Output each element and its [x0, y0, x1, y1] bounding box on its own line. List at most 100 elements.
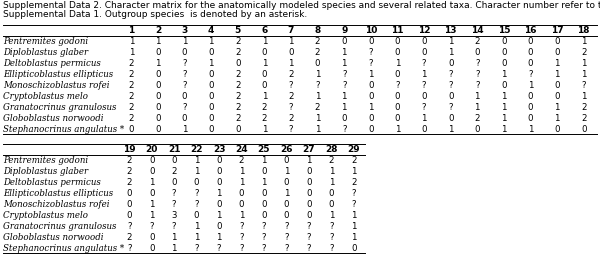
Text: 0: 0 [306, 178, 311, 187]
Text: 1: 1 [501, 70, 506, 79]
Text: 1: 1 [155, 59, 161, 68]
Text: 0: 0 [216, 156, 222, 165]
Text: 0: 0 [395, 70, 400, 79]
Text: 1: 1 [315, 92, 320, 101]
Text: ?: ? [284, 222, 289, 231]
Text: 0: 0 [395, 103, 400, 112]
Text: 0: 0 [182, 92, 187, 101]
Text: 0: 0 [341, 114, 347, 123]
Text: 10: 10 [365, 26, 377, 35]
Text: 1: 1 [475, 103, 480, 112]
Text: Globoblastus norwoodi: Globoblastus norwoodi [3, 233, 104, 242]
Text: 0: 0 [395, 114, 400, 123]
Text: Ellipticoblastus ellipticus: Ellipticoblastus ellipticus [3, 189, 113, 198]
Text: ?: ? [182, 81, 187, 90]
Text: 2: 2 [235, 114, 241, 123]
Text: 2: 2 [235, 37, 241, 46]
Text: 0: 0 [501, 37, 506, 46]
Text: 0: 0 [127, 200, 132, 209]
Text: Deltoblastus permicus: Deltoblastus permicus [3, 59, 101, 68]
Text: 0: 0 [528, 103, 533, 112]
Text: 0: 0 [284, 156, 289, 165]
Text: ?: ? [352, 189, 356, 198]
Text: 1: 1 [341, 59, 347, 68]
Text: ?: ? [307, 222, 311, 231]
Text: 0: 0 [216, 200, 222, 209]
Text: 0: 0 [208, 92, 214, 101]
Text: ?: ? [422, 81, 426, 90]
Text: 0: 0 [329, 200, 334, 209]
Text: ?: ? [307, 233, 311, 242]
Text: 26: 26 [280, 145, 293, 154]
Text: 1: 1 [128, 26, 134, 35]
Text: 2: 2 [288, 70, 294, 79]
Text: 0: 0 [208, 103, 214, 112]
Text: ?: ? [172, 222, 176, 231]
Text: 1: 1 [329, 167, 334, 176]
Text: 0: 0 [208, 70, 214, 79]
Text: ?: ? [172, 200, 176, 209]
Text: ?: ? [475, 59, 479, 68]
Text: 1: 1 [448, 48, 454, 57]
Text: 1: 1 [216, 211, 222, 220]
Text: 0: 0 [149, 156, 154, 165]
Text: Granatocrinus granulosus: Granatocrinus granulosus [3, 222, 116, 231]
Text: 1: 1 [554, 59, 560, 68]
Text: 0: 0 [127, 189, 132, 198]
Text: 2: 2 [172, 167, 177, 176]
Text: 0: 0 [306, 211, 311, 220]
Text: 0: 0 [172, 156, 177, 165]
Text: 0: 0 [554, 81, 560, 90]
Text: 1: 1 [351, 211, 356, 220]
Text: 0: 0 [127, 211, 132, 220]
Text: 0: 0 [284, 178, 289, 187]
Text: ?: ? [368, 59, 373, 68]
Text: 0: 0 [149, 244, 154, 253]
Text: 0: 0 [149, 167, 154, 176]
Text: 2: 2 [329, 156, 334, 165]
Text: 0: 0 [395, 48, 400, 57]
Text: 2: 2 [128, 81, 134, 90]
Text: 1: 1 [194, 222, 199, 231]
Text: 27: 27 [302, 145, 315, 154]
Text: 2: 2 [128, 92, 134, 101]
Text: 0: 0 [501, 81, 506, 90]
Text: 1: 1 [395, 59, 400, 68]
Text: ?: ? [448, 103, 453, 112]
Text: ?: ? [172, 189, 176, 198]
Text: 2: 2 [239, 156, 244, 165]
Text: 0: 0 [554, 92, 560, 101]
Text: ?: ? [342, 125, 346, 134]
Text: 13: 13 [445, 26, 457, 35]
Text: 0: 0 [155, 70, 161, 79]
Text: 0: 0 [368, 114, 374, 123]
Text: 1: 1 [395, 125, 400, 134]
Text: 2: 2 [351, 178, 356, 187]
Text: 1: 1 [554, 114, 560, 123]
Text: 0: 0 [194, 178, 199, 187]
Text: 0: 0 [149, 233, 154, 242]
Text: 1: 1 [501, 114, 506, 123]
Text: 2: 2 [128, 103, 134, 112]
Text: 1: 1 [239, 167, 244, 176]
Text: 1: 1 [306, 156, 311, 165]
Text: 1: 1 [315, 114, 320, 123]
Text: 1: 1 [216, 189, 222, 198]
Text: 18: 18 [577, 26, 590, 35]
Text: Supplemental Data 1. Outgroup species  is denoted by an asterisk.: Supplemental Data 1. Outgroup species is… [3, 10, 307, 19]
Text: 0: 0 [368, 92, 374, 101]
Text: 1: 1 [581, 92, 586, 101]
Text: ?: ? [395, 81, 400, 90]
Text: 0: 0 [306, 167, 311, 176]
Text: ?: ? [239, 222, 244, 231]
Text: 0: 0 [395, 92, 400, 101]
Text: 0: 0 [262, 81, 267, 90]
Text: 2: 2 [235, 103, 241, 112]
Text: 2: 2 [127, 233, 132, 242]
Text: 1: 1 [501, 103, 506, 112]
Text: 1: 1 [341, 92, 347, 101]
Text: 1: 1 [581, 70, 586, 79]
Text: 1: 1 [149, 178, 154, 187]
Text: Stephanocrinus angulatus *: Stephanocrinus angulatus * [3, 125, 124, 134]
Text: 2: 2 [235, 48, 241, 57]
